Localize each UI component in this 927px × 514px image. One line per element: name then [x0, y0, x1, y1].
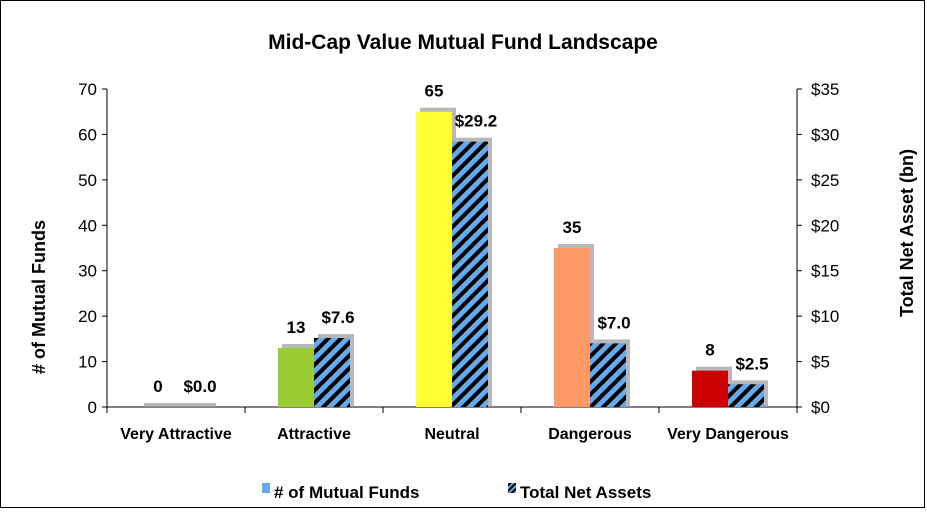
- legend-swatch-funds: [262, 483, 270, 493]
- bar-shadow: [144, 403, 180, 407]
- x-tick-label: Very Attractive: [120, 426, 232, 443]
- y2-tick-label: $10: [811, 307, 839, 326]
- legend-label-funds: # of Mutual Funds: [274, 483, 419, 502]
- bar-assets: [314, 337, 350, 407]
- bar-funds: [692, 370, 728, 407]
- y-tick-label: 10: [78, 353, 97, 372]
- bar-assets: [452, 141, 488, 407]
- y-tick-label: 20: [78, 307, 97, 326]
- data-label-assets: $0.0: [183, 377, 216, 396]
- y-tick-label: 70: [78, 80, 97, 99]
- legend: # of Mutual Funds Total Net Assets: [262, 483, 651, 502]
- x-tick-label: Attractive: [277, 426, 351, 443]
- bar-assets: [590, 343, 626, 407]
- y-tick-label: 50: [78, 171, 97, 190]
- y2-tick-label: $30: [811, 125, 839, 144]
- y2-tick-label: $20: [811, 216, 839, 235]
- y-tick-label: 60: [78, 125, 97, 144]
- y2-tick-label: $0: [811, 398, 830, 417]
- x-tick-label: Dangerous: [548, 426, 632, 443]
- y2-axis-label: Total Net Asset (bn): [897, 149, 917, 317]
- x-tick-label: Very Dangerous: [667, 426, 789, 443]
- bar-funds: [278, 347, 314, 407]
- legend-label-assets: Total Net Assets: [520, 483, 651, 502]
- chart-title: Mid-Cap Value Mutual Fund Landscape: [268, 31, 658, 54]
- bar-funds: [554, 248, 590, 407]
- y2-tick-label: $35: [811, 80, 839, 99]
- y-axis-label: # of Mutual Funds: [29, 220, 49, 374]
- y2-tick-label: $15: [811, 262, 839, 281]
- data-label-funds: 35: [563, 218, 582, 237]
- y-tick-label: 30: [78, 262, 97, 281]
- data-label-assets: $7.0: [597, 313, 630, 332]
- data-label-funds: 13: [287, 318, 306, 337]
- bar-assets: [728, 384, 764, 407]
- legend-swatch-assets: [508, 483, 516, 493]
- y-tick-label: 40: [78, 216, 97, 235]
- data-label-assets: $7.6: [321, 308, 354, 327]
- x-tick-label: Neutral: [424, 426, 479, 443]
- data-label-funds: 65: [425, 82, 444, 101]
- y2-tick-label: $5: [811, 353, 830, 372]
- data-label-funds: 8: [705, 341, 714, 360]
- plot-area: 0 10 20 30 40 50 60 70 $0 $5 $10 $15 $20 $25 $30 $35 Ver…: [78, 80, 839, 443]
- data-label-funds: 0: [153, 377, 162, 396]
- bar-funds: [416, 111, 452, 407]
- y2-tick-label: $25: [811, 171, 839, 190]
- data-label-assets: $29.2: [455, 112, 498, 131]
- bar-shadow: [180, 403, 216, 407]
- y-tick-label: 0: [88, 398, 97, 417]
- data-label-assets: $2.5: [735, 354, 768, 373]
